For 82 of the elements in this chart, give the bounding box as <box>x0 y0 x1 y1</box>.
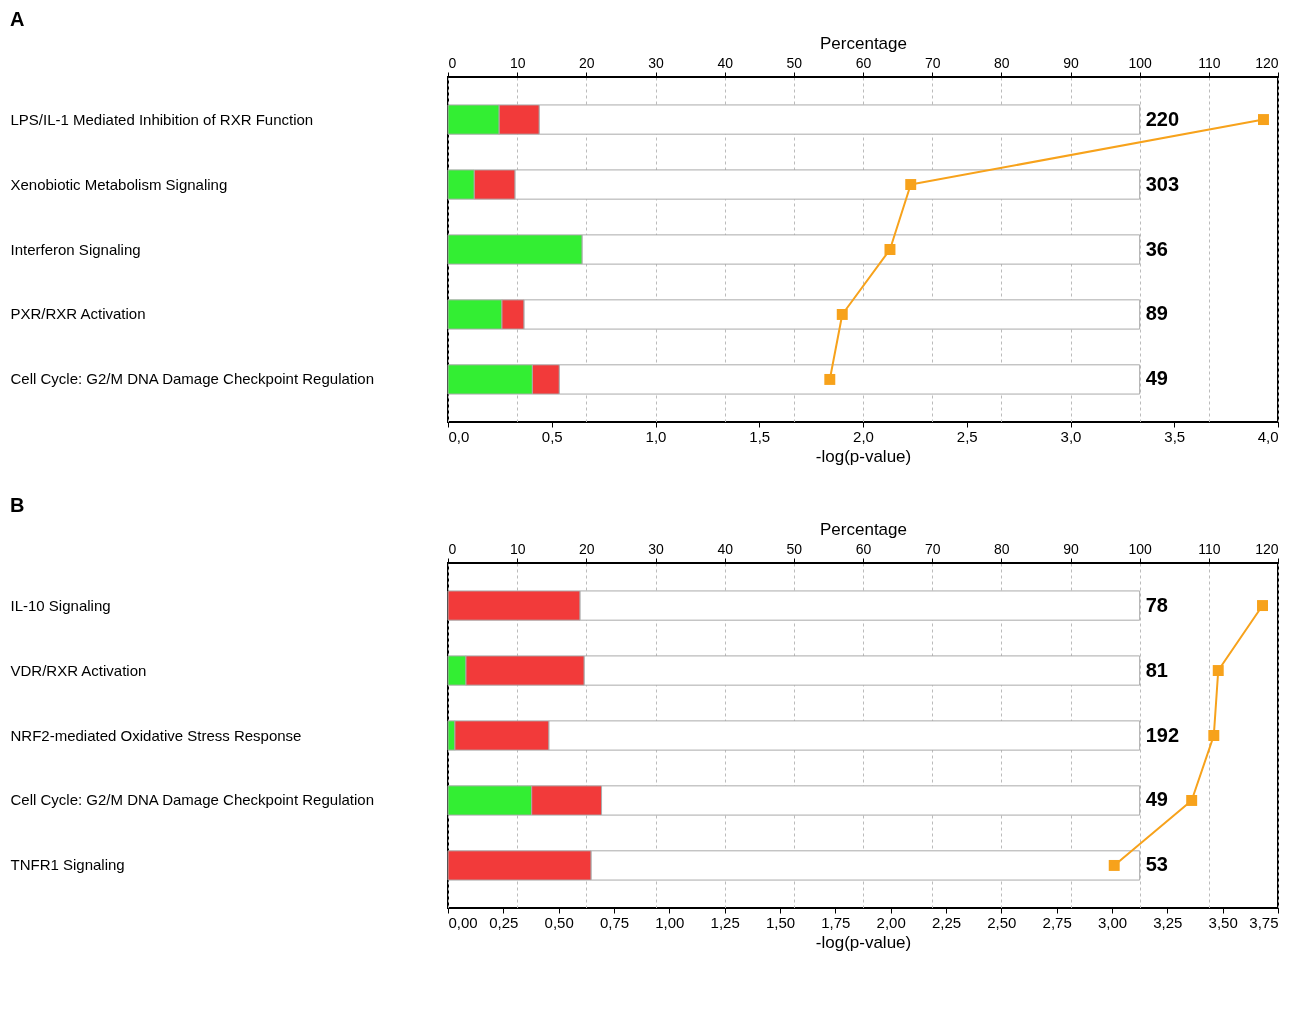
y-tick-label: LPS/IL-1 Mediated Inhibition of RXR Function <box>10 110 314 128</box>
x-tick-label: 100 <box>1128 540 1153 557</box>
x2-tick-label: 0,00 <box>448 913 478 931</box>
x2-tick-label: 2,50 <box>987 913 1017 931</box>
x2-tick-label: 3,5 <box>1164 427 1186 445</box>
x2-tick-label: 3,00 <box>1097 913 1128 931</box>
y-tick-label: TNFR1 Signaling <box>10 856 125 874</box>
x2-tick-label: 0,25 <box>489 913 519 931</box>
annotation: 192 <box>1145 723 1180 746</box>
x-tick-label: 80 <box>994 54 1010 71</box>
x-tick-label: 30 <box>648 54 664 71</box>
x2-tick-label: 2,5 <box>956 427 978 445</box>
x-tick-label: 50 <box>786 540 803 557</box>
x2-tick-label: 3,25 <box>1153 913 1183 931</box>
x2-tick-label: 2,75 <box>1042 913 1072 931</box>
x2-tick-label: 3,0 <box>1060 427 1082 445</box>
y-tick-label: Xenobiotic Metabolism Signaling <box>10 175 228 193</box>
annotation: 78 <box>1145 593 1168 616</box>
text: A <box>10 8 25 30</box>
x-tick-label: 120 <box>1255 540 1279 557</box>
x-axis-title: Percentage <box>820 519 907 539</box>
x-tick-label: 30 <box>648 540 664 557</box>
x2-tick-label: 3,50 <box>1208 913 1238 931</box>
x2-tick-label: 0,5 <box>541 427 563 445</box>
x2-tick-label: 1,00 <box>655 913 685 931</box>
x-tick-label: 90 <box>1063 540 1079 557</box>
x2-tick-label: 1,0 <box>645 427 667 445</box>
point <box>1257 600 1268 612</box>
y-tick-label: Cell Cycle: G2/M DNA Damage Checkpoint Regulation <box>10 370 374 388</box>
x2-tick-label: 1,75 <box>821 913 851 931</box>
annotation: 53 <box>1145 853 1168 876</box>
y-tick-label: IL-10 Signaling <box>10 596 111 614</box>
annotation: 89 <box>1145 302 1168 325</box>
x-tick-label: 0 <box>448 540 457 557</box>
y-tick-label: Interferon Signaling <box>10 240 141 258</box>
x-tick-label: 60 <box>855 54 872 71</box>
text: B <box>10 494 25 516</box>
point <box>1186 794 1198 806</box>
x-tick-label: 90 <box>1063 54 1079 71</box>
x2-tick-label: 0,50 <box>544 913 574 931</box>
x-tick-label: 110 <box>1198 540 1221 557</box>
x-tick-label: 70 <box>924 540 941 557</box>
x2-tick-label: 1,5 <box>749 427 771 445</box>
x2-axis-title: -log(p-value) <box>815 932 912 952</box>
x2-axis-title: -log(p-value) <box>815 446 912 466</box>
x2-tick-label: 1,25 <box>710 913 740 931</box>
x-tick-label: 10 <box>509 54 526 71</box>
x2-tick-label: 1,50 <box>765 913 796 931</box>
x-tick-label: 10 <box>509 540 526 557</box>
y-tick-label: NRF2-mediated Oxidative Stress Response <box>10 726 302 744</box>
point <box>1208 730 1220 741</box>
x-tick-label: 40 <box>717 54 734 71</box>
x-tick-label: 120 <box>1255 54 1279 71</box>
x2-tick-label: 2,25 <box>931 913 962 931</box>
annotation: 303 <box>1145 172 1180 195</box>
x-tick-label: 60 <box>855 540 872 557</box>
x-tick-label: 40 <box>717 540 734 557</box>
point <box>1108 859 1120 871</box>
annotation: 220 <box>1145 107 1180 130</box>
annotation: 49 <box>1145 367 1168 390</box>
x2-tick-label: 2,00 <box>876 913 906 931</box>
annotation: 81 <box>1145 658 1168 681</box>
x-tick-label: 100 <box>1128 54 1153 71</box>
annotation: 49 <box>1145 788 1168 811</box>
y-tick-label: VDR/RXR Activation <box>10 661 147 679</box>
y-tick-label: Cell Cycle: G2/M DNA Damage Checkpoint Regulation <box>10 791 374 809</box>
y-tick-label: PXR/RXR Activation <box>10 305 146 323</box>
x2-tick-label: 0,75 <box>599 913 630 931</box>
x2-tick-label: 0,0 <box>448 427 470 445</box>
x-tick-label: 0 <box>448 54 457 71</box>
x-axis-title: Percentage <box>820 33 907 53</box>
x2-tick-label: 2,0 <box>853 427 874 445</box>
x-tick-label: 50 <box>786 54 803 71</box>
x2-tick-label: 3,75 <box>1249 913 1279 931</box>
x-tick-label: 20 <box>579 54 595 71</box>
x-tick-label: 70 <box>924 54 941 71</box>
x2-tick-label: 4,0 <box>1257 427 1279 445</box>
x-tick-label: 80 <box>994 540 1010 557</box>
point <box>1212 665 1224 677</box>
x-tick-label: 20 <box>579 540 595 557</box>
annotation: 36 <box>1145 237 1168 260</box>
x-tick-label: 110 <box>1198 54 1221 71</box>
